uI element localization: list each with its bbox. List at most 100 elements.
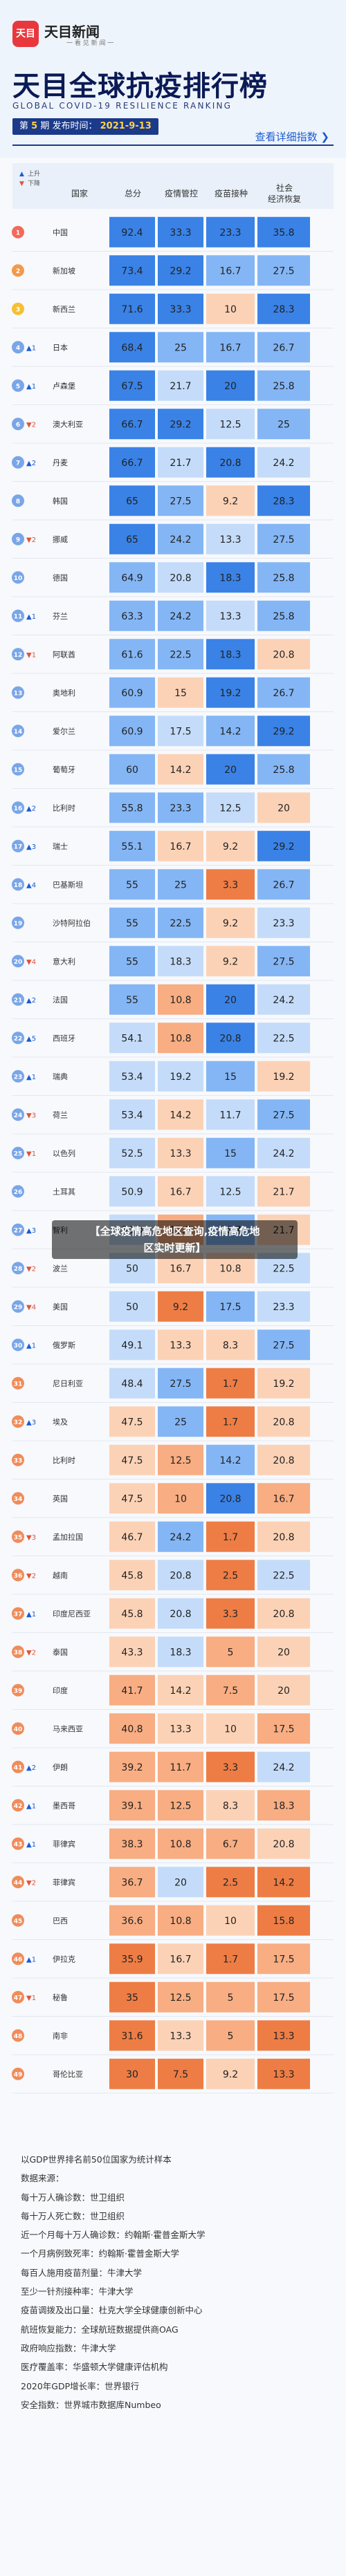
score-cell [257,523,310,554]
score-value: 11.7 [170,1762,191,1773]
score-cell [257,946,310,977]
score-cell [109,1905,155,1936]
score-value: 19.2 [273,1072,294,1083]
rank-badge [12,302,24,315]
score-value: 55.1 [121,841,143,852]
promo-tooltip[interactable]: 【全球疫情高危地区查询,疫情高危地 区实时更新】 [52,1220,298,1259]
score-value: 41.7 [121,1686,143,1697]
score-cell [206,792,255,823]
score-cell [158,1828,203,1859]
score-value: 25.8 [273,611,294,622]
score-value: 66.7 [121,419,143,430]
rank-up-indicator: ▲1 [26,1611,36,1618]
rank-badge [12,1990,24,2004]
score-value: 19.2 [170,1072,191,1083]
score-cell [109,1790,155,1821]
score-value: 23.3 [219,227,241,239]
score-value: 52.5 [121,1148,143,1159]
rank-number: 21 [14,997,23,1004]
score-cell [206,1905,255,1936]
score-cell [109,1943,155,1975]
rank-badge [12,648,24,661]
score-value: 27.5 [273,534,294,545]
score-cell [206,984,255,1015]
country-name: 俄罗斯 [53,1341,75,1350]
score-cell [206,447,255,478]
score-value: 39.1 [121,1800,143,1811]
score-value: 7.5 [223,1686,238,1697]
rank-number: 25 [14,1150,23,1157]
score-value: 10 [224,304,237,315]
country-name: 印度 [53,1686,68,1695]
score-value: 12.5 [219,419,241,430]
score-value: 19.2 [273,1379,294,1390]
score-cell [257,1790,310,1821]
score-value: 9.2 [223,956,238,967]
score-cell [206,1061,255,1092]
score-cell [206,255,255,286]
rank-up-indicator: ▲3 [26,1227,36,1235]
rank-badge [12,1070,24,1083]
score-value: 27.5 [273,265,294,277]
details-link[interactable]: 查看详细指数 ❯ [255,131,329,143]
score-cell [109,1751,155,1782]
score-cell [206,1790,255,1821]
score-cell [257,869,310,900]
rank-badge [12,494,24,507]
country-name: 墨西哥 [53,1801,75,1810]
score-value: 60 [126,765,138,776]
score-value: 55 [126,879,138,890]
rank-number: 26 [14,1189,23,1196]
score-cell [158,1099,203,1130]
country-name: 葡萄牙 [53,765,75,774]
rank-up-indicator: ▲2 [26,805,36,812]
score-cell [206,1636,255,1668]
rank-number: 11 [14,613,23,620]
rank-number: 33 [14,1457,23,1464]
rank-up-indicator: ▲5 [26,1035,36,1043]
country-name: 澳大利亚 [53,419,83,429]
score-cell [158,984,203,1015]
score-value: 25 [174,342,187,353]
score-cell [158,830,203,861]
score-cell [109,946,155,977]
score-value: 25.8 [273,765,294,776]
score-cell [206,1329,255,1361]
rank-number: 4 [16,345,20,352]
country-name: 瑞士 [53,841,68,851]
score-value: 92.4 [121,227,143,239]
score-value: 55 [126,918,138,929]
score-cell [158,869,203,900]
score-value: 17.5 [170,726,191,737]
score-value: 49.1 [121,1340,143,1351]
rank-up-indicator: ▲3 [26,843,36,851]
score-cell [158,332,203,363]
score-cell [158,677,203,708]
rank-badge [12,456,24,469]
rank-number: 15 [14,767,23,774]
score-value: 17.5 [273,1724,294,1735]
score-value: 3.3 [223,1609,238,1620]
score-cell [257,370,310,401]
rank-badge [12,1760,24,1773]
source-note: 数据来源： [21,2173,64,2184]
legend-down-icon: ▼ [19,180,24,187]
score-cell [158,1521,203,1552]
score-value: 21.7 [273,1186,294,1197]
score-cell [109,1137,155,1168]
score-cell [206,1137,255,1168]
page-title: 天目全球抗疫排行榜 [12,71,268,102]
score-value: 13.3 [170,1340,191,1351]
country-name: 尼日利亚 [53,1379,83,1388]
score-cell [257,1176,310,1207]
score-value: 65 [126,496,138,507]
score-cell [158,1483,203,1514]
rank-number: 44 [14,1880,23,1887]
score-cell [257,1291,310,1322]
score-value: 16.7 [273,1493,294,1504]
score-cell [158,1176,203,1207]
score-cell [206,1521,255,1552]
rank-up-indicator: ▲1 [26,1074,36,1081]
score-cell [158,1981,203,2013]
score-value: 13.3 [219,534,241,545]
